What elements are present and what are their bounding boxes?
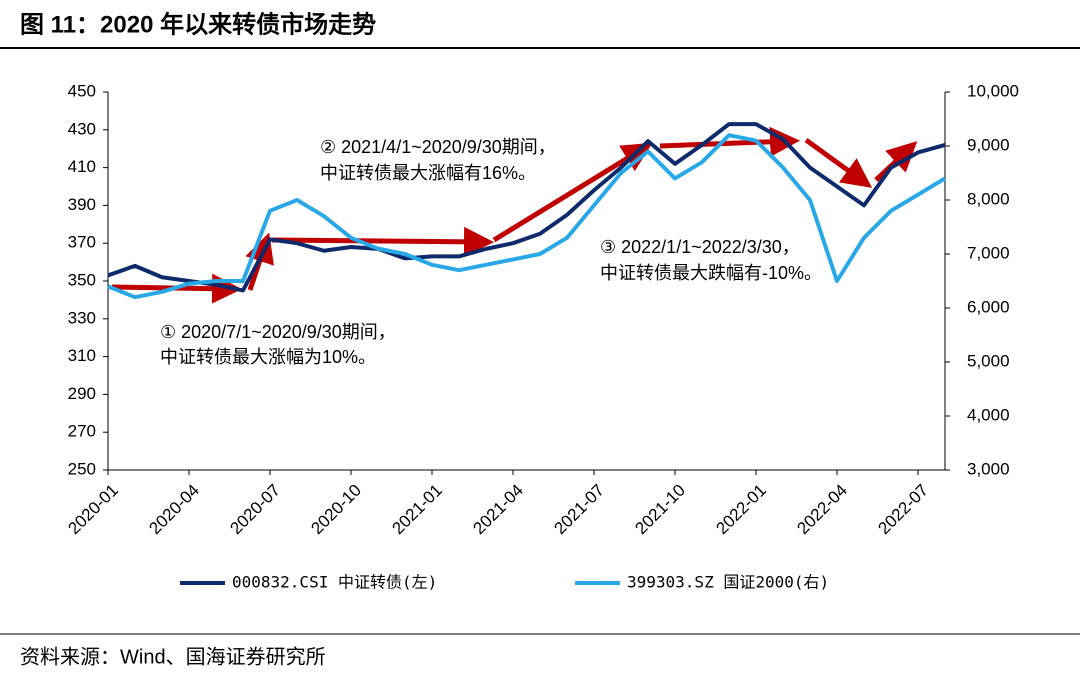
y-tick-label: 390 [68,195,96,214]
arrow [804,137,873,188]
chart-title: 图 11：2020 年以来转债市场走势 [20,10,376,38]
y-tick-label: 450 [68,81,96,100]
x-tick-label: 2022-01 [712,481,770,539]
y2-tick-label: 5,000 [967,351,1010,370]
y-tick-label: 350 [68,270,96,289]
x-tick-label: 2020-04 [145,481,203,539]
y-tick-label: 430 [68,119,96,138]
x-tick-label: 2021-04 [469,481,527,539]
y-tick-label: 310 [68,346,96,365]
annotation: 中证转债最大跌幅有-10%。 [600,263,822,283]
y-tick-label: 330 [68,308,96,327]
y2-tick-label: 7,000 [967,243,1010,262]
arrow [492,142,653,243]
y2-tick-label: 10,000 [967,81,1019,100]
series-line [107,122,946,293]
y-tick-label: 290 [68,384,96,403]
arrow [659,126,800,157]
y2-tick-label: 6,000 [967,297,1010,316]
y2-tick-label: 4,000 [967,405,1010,424]
annotation: 中证转债最大涨幅为10%。 [160,347,376,367]
annotation: ① 2020/7/1~2020/9/30期间， [160,322,396,342]
y2-tick-label: 9,000 [967,135,1010,154]
legend-label: 399303.SZ 国证2000(右) [627,573,829,592]
x-tick-label: 2021-10 [631,481,689,539]
x-tick-label: 2021-07 [550,481,608,539]
x-tick-label: 2021-01 [388,481,446,539]
arrow [874,141,918,182]
x-tick-label: 2020-01 [64,481,122,539]
y2-tick-label: 3,000 [967,459,1010,478]
x-tick-label: 2020-07 [226,481,284,539]
x-tick-label: 2022-04 [793,481,851,539]
annotation: 中证转债最大涨幅有16%。 [320,163,536,183]
x-tick-label: 2022-07 [874,481,932,539]
y2-tick-label: 8,000 [967,189,1010,208]
source: 资料来源：Wind、国海证券研究所 [20,645,326,668]
y-tick-label: 370 [68,233,96,252]
y-tick-label: 270 [68,422,96,441]
annotation: ③ 2022/1/1~2022/3/30， [600,237,800,257]
arrow [271,226,494,257]
y-tick-label: 410 [68,157,96,176]
annotation: ② 2021/4/1~2020/9/30期间， [320,137,556,157]
legend-label: 000832.CSI 中证转债(左) [232,573,437,592]
x-tick-label: 2020-10 [307,481,365,539]
series-line [107,133,947,300]
y-tick-label: 250 [68,459,96,478]
